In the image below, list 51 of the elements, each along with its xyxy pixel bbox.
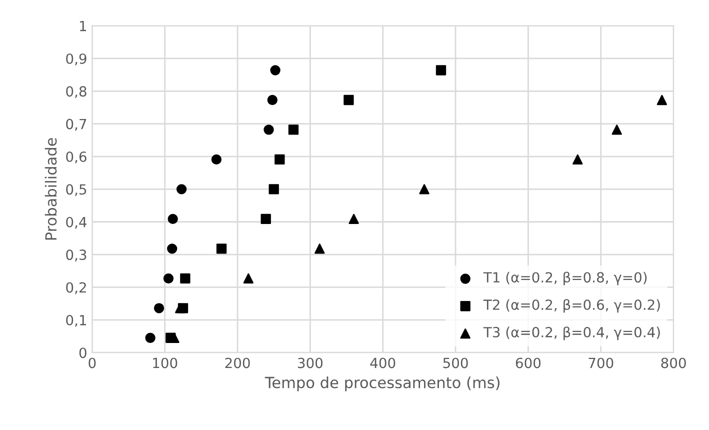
- point: [176, 184, 187, 194]
- x-tick-label: 400: [370, 358, 396, 368]
- point: [211, 154, 222, 165]
- point: [180, 273, 190, 284]
- point: [288, 124, 299, 135]
- point: [267, 94, 278, 106]
- y-tick-label: 0,7: [66, 118, 86, 131]
- point: [656, 94, 668, 106]
- y-tick-label: 1: [80, 20, 86, 32]
- point: [274, 154, 285, 165]
- x-tick-label: 300: [298, 358, 323, 368]
- point: [167, 244, 178, 254]
- point: [154, 303, 164, 314]
- point: [175, 303, 186, 314]
- point: [260, 214, 271, 224]
- point: [163, 273, 174, 284]
- legend-label: T1 (α=0.2, β=0.8, γ=0): [483, 272, 647, 286]
- point: [612, 124, 622, 135]
- point: [270, 65, 280, 76]
- y-axis-title: Probabilidade: [44, 138, 57, 240]
- y-tick-label: 0,3: [66, 250, 86, 262]
- point: [348, 214, 359, 224]
- y-tick-label: 0,9: [66, 53, 86, 66]
- point: [216, 244, 227, 254]
- y-tick-label: 0: [79, 348, 86, 358]
- y-tick-label: 0,8: [66, 86, 86, 98]
- point: [314, 244, 325, 254]
- point: [243, 273, 254, 284]
- y-tick-label: 0,6: [66, 151, 86, 164]
- x-tick-label: 200: [225, 358, 250, 368]
- point: [419, 184, 430, 194]
- point: [344, 94, 354, 106]
- x-tick-label: 700: [588, 358, 614, 368]
- x-tick-label: 800: [661, 358, 686, 368]
- point: [268, 184, 279, 194]
- y-tick-label: 0,2: [66, 282, 86, 294]
- x-tick-label: 100: [153, 358, 178, 368]
- point: [572, 154, 583, 165]
- point: [168, 214, 178, 224]
- x-tick-label: 500: [443, 358, 468, 368]
- y-tick-label: 0,1: [66, 314, 86, 327]
- x-tick-label: 0: [88, 358, 96, 368]
- y-tick-label: 0,5: [66, 184, 86, 196]
- legend-label: T2 (α=0.2, β=0.6, γ=0.2): [483, 299, 660, 313]
- x-tick-label: 600: [516, 358, 541, 368]
- x-axis-title: Tempo de processamento (ms): [264, 376, 500, 392]
- point: [264, 124, 274, 135]
- point: [145, 332, 156, 343]
- point: [436, 65, 446, 76]
- y-tick-label: 0,4: [66, 216, 87, 229]
- legend-label: T3 (α=0.2, β=0.4, γ=0.4): [483, 326, 660, 340]
